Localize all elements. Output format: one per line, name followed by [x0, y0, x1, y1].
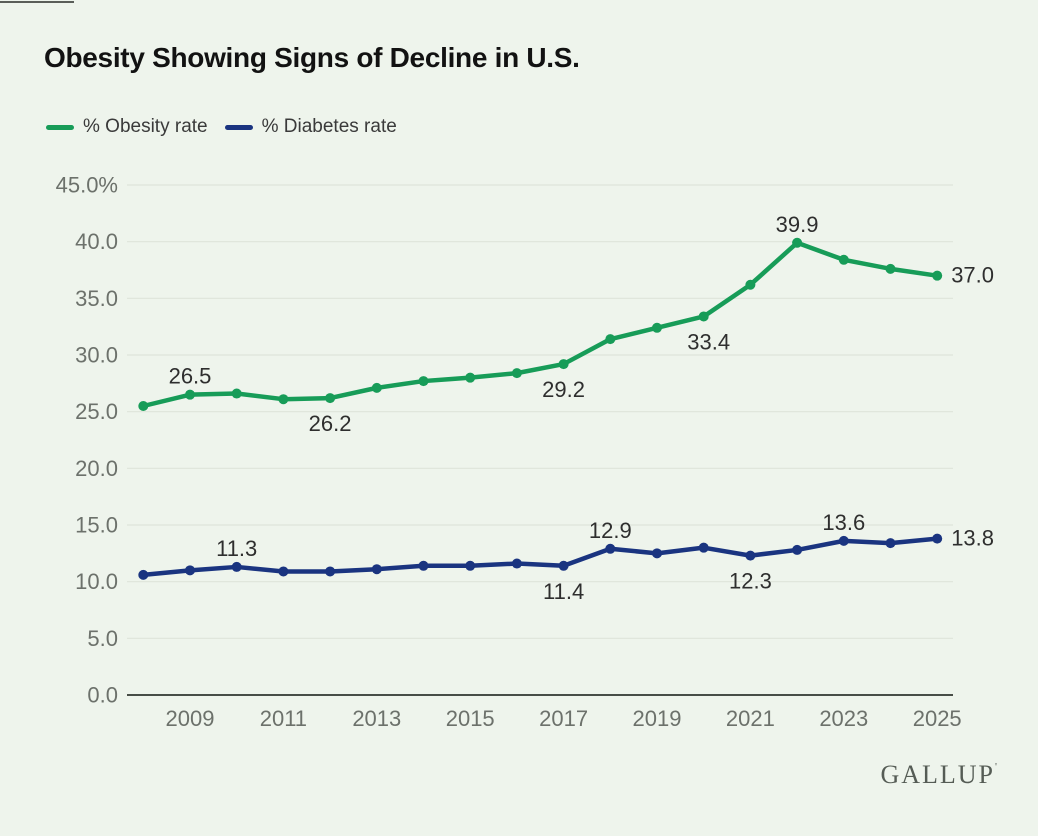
obesity-point	[465, 372, 476, 383]
obesity-point	[932, 270, 943, 281]
y-axis-tick-label: 10.0	[75, 569, 118, 594]
diabetes-point	[325, 566, 336, 577]
diabetes-point	[231, 561, 242, 572]
x-axis-tick-label: 2013	[352, 706, 401, 731]
y-axis-tick-label: 0.0	[87, 683, 118, 708]
legend-item-obesity: % Obesity rate	[46, 116, 208, 138]
obesity-point	[511, 368, 522, 379]
obesity-point	[558, 359, 569, 370]
diabetes-point	[792, 544, 803, 555]
obesity-point	[698, 311, 709, 322]
point-value-label: 11.3	[216, 536, 257, 561]
obesity-point	[185, 389, 195, 400]
diabetes-point	[278, 566, 289, 577]
legend-label-diabetes: % Diabetes rate	[261, 116, 397, 137]
point-value-label: 12.9	[589, 518, 632, 543]
y-axis-tick-label: 40.0	[75, 229, 118, 254]
diabetes-legend-dash-icon	[224, 124, 253, 130]
x-axis-tick-label: 2025	[913, 706, 962, 731]
point-value-label: 33.4	[687, 329, 730, 354]
obesity-point	[138, 401, 149, 411]
diabetes-point	[558, 560, 569, 571]
obesity-point	[231, 388, 242, 399]
obesity-point	[792, 237, 803, 248]
obesity-point	[278, 394, 289, 405]
y-axis-tick-label: 20.0	[75, 456, 118, 481]
y-axis-tick-label: 25.0	[75, 399, 118, 424]
chart-title: Obesity Showing Signs of Decline in U.S.	[44, 42, 580, 73]
point-value-label: 37.0	[951, 263, 994, 288]
x-axis-tick-label: 2015	[446, 706, 495, 731]
x-axis-tick-label: 2021	[726, 706, 775, 731]
legend-label-obesity: % Obesity rate	[83, 116, 208, 137]
point-value-label: 39.9	[776, 212, 819, 237]
obesity-point	[838, 254, 849, 265]
y-axis-tick-label: 5.0	[87, 626, 118, 651]
point-value-label: 29.2	[542, 377, 585, 402]
diabetes-point	[185, 565, 195, 576]
y-axis-tick-label: 30.0	[75, 343, 118, 368]
gallup-logo-text: GALLUP	[880, 760, 996, 789]
point-value-label: 26.5	[169, 364, 212, 389]
point-value-label: 12.3	[729, 569, 772, 594]
point-value-label: 26.2	[309, 411, 352, 436]
obesity-legend-dash-icon	[46, 124, 74, 130]
x-axis-tick-label: 2009	[166, 706, 215, 731]
diabetes-point	[605, 543, 616, 554]
x-axis-tick-label: 2017	[539, 706, 588, 731]
x-axis-tick-label: 2019	[633, 706, 682, 731]
y-axis-tick-label: 45.0%	[56, 173, 118, 198]
gallup-trademark-icon: '	[995, 761, 997, 773]
obesity-line	[141, 240, 940, 409]
screenshot-edge-artifact	[0, 1, 74, 3]
diabetes-point	[418, 560, 429, 571]
gallup-logo: GALLUP'	[880, 760, 997, 790]
point-value-label: 11.4	[543, 579, 584, 604]
x-axis-tick-label: 2023	[819, 706, 868, 731]
diabetes-point	[652, 548, 662, 559]
diabetes-point	[465, 560, 476, 571]
diabetes-point	[932, 533, 943, 544]
diabetes-point	[371, 564, 382, 575]
diabetes-point	[885, 538, 896, 549]
x-axis-tick-label: 2011	[260, 706, 307, 731]
obesity-point	[325, 393, 336, 404]
diabetes-point	[511, 558, 522, 569]
legend-item-diabetes: % Diabetes rate	[224, 116, 397, 138]
y-axis-tick-label: 35.0	[75, 286, 118, 311]
point-value-label: 13.6	[822, 510, 865, 535]
diabetes-line	[141, 536, 940, 578]
obesity-point	[652, 322, 662, 333]
diabetes-point	[838, 535, 849, 546]
point-value-label: 13.8	[951, 526, 994, 551]
obesity-point	[745, 279, 756, 290]
diabetes-point	[745, 550, 756, 561]
obesity-point	[885, 263, 896, 274]
diabetes-point	[138, 569, 149, 580]
y-axis-tick-label: 15.0	[75, 513, 118, 538]
obesity-point	[605, 334, 616, 345]
obesity-point	[371, 382, 382, 393]
diabetes-point	[698, 542, 709, 553]
chart-legend: % Obesity rate % Diabetes rate	[46, 116, 397, 138]
obesity-point	[418, 376, 429, 387]
